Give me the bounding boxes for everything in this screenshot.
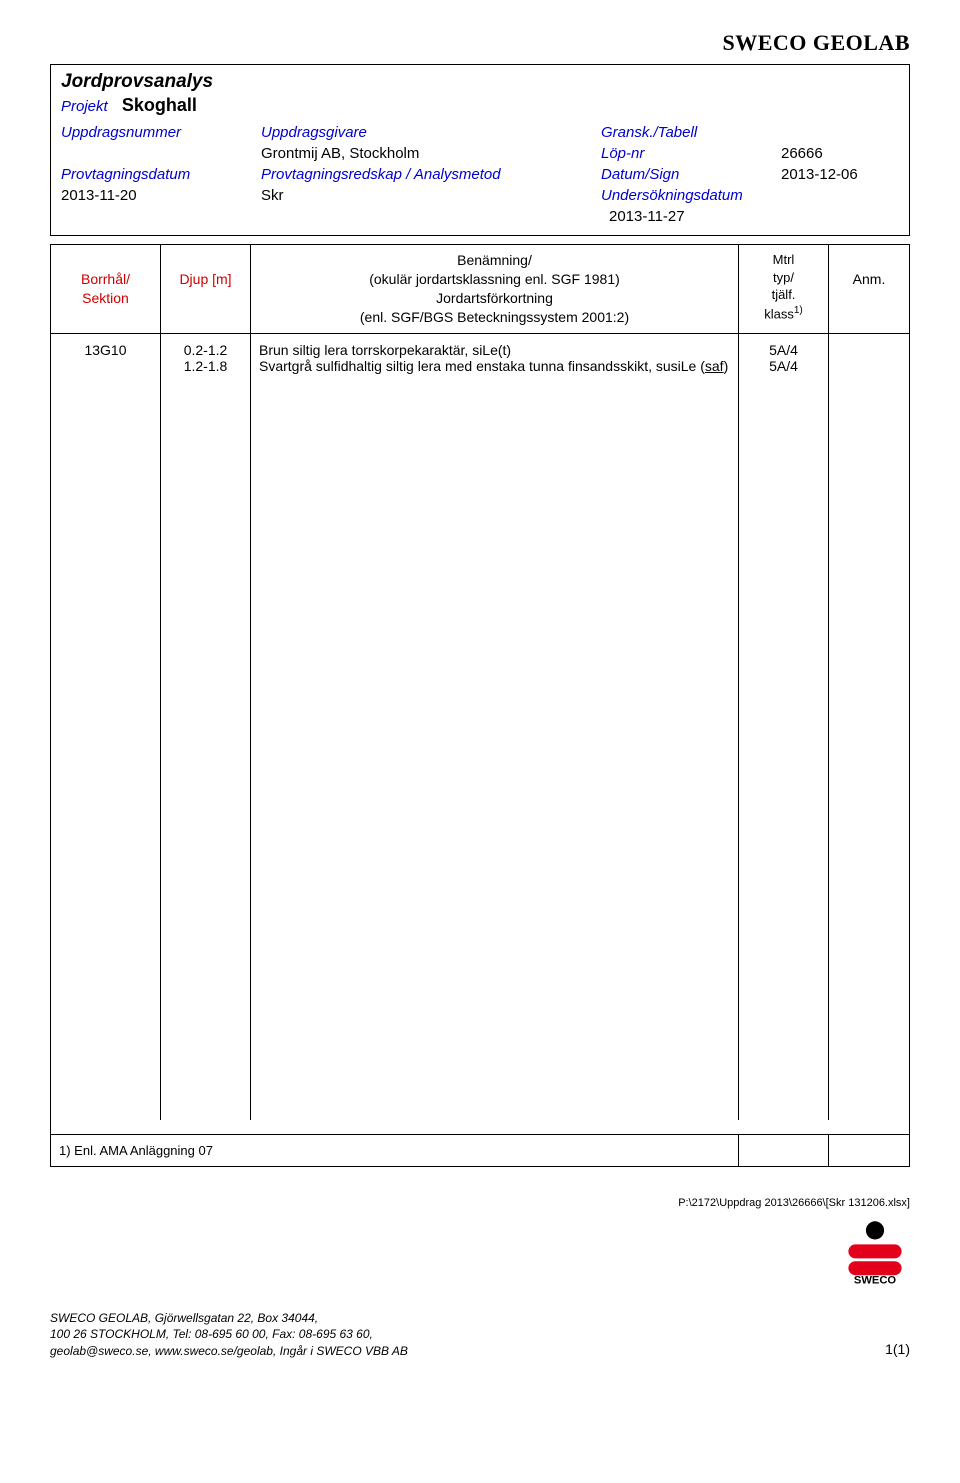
mtrl-1: 5A/4: [769, 342, 798, 358]
table-body: 13G10 0.2-1.2 1.2-1.8 Brun siltig lera t…: [51, 334, 909, 1134]
mtrl-2: 5A/4: [769, 358, 798, 374]
col-djup: Djup [m]: [161, 245, 251, 333]
col-mtrl-l4: klass: [764, 306, 794, 321]
col-benamning: Benämning/ (okulär jordartsklassning enl…: [251, 245, 739, 333]
desc-2b: ): [724, 358, 729, 374]
col-mtrl-l1: Mtrl: [773, 252, 795, 267]
provtagningsredskap-label: Provtagningsredskap / Analysmetod: [261, 166, 601, 183]
footer-line3: geolab@sweco.se, www.sweco.se/geolab, In…: [50, 1343, 408, 1360]
cell-benamning: Brun siltig lera torrskorpekaraktär, siL…: [251, 334, 739, 380]
provtagningsdatum-value: 2013-11-20: [61, 187, 261, 204]
desc-1: Brun siltig lera torrskorpekaraktär, siL…: [259, 342, 511, 358]
undersokningsdatum-label: Undersökningsdatum: [601, 187, 781, 204]
project-line: Projekt Skoghall: [61, 95, 899, 116]
cell-mtrl: 5A/4 5A/4: [739, 334, 829, 380]
desc-2u: saf: [705, 358, 724, 374]
depth-1: 0.2-1.2: [184, 342, 228, 358]
table-row: 13G10 0.2-1.2 1.2-1.8 Brun siltig lera t…: [51, 334, 909, 380]
project-value: Skoghall: [122, 95, 197, 115]
col-mtrl: Mtrl typ/ tjälf. klass1): [739, 245, 829, 333]
col-mtrl-sup: 1): [794, 305, 803, 316]
col-anm-text: Anm.: [853, 271, 886, 287]
cell-anm: [829, 334, 909, 380]
col-mtrl-l3: tjälf.: [772, 287, 796, 302]
footer-address: SWECO GEOLAB, Gjörwellsgatan 22, Box 340…: [50, 1310, 408, 1360]
project-label: Projekt: [61, 98, 108, 115]
datum-sign-value: 2013-12-06: [781, 166, 881, 183]
file-path: P:\2172\Uppdrag 2013\26666\[Skr 131206.x…: [50, 1197, 910, 1209]
page: SWECO GEOLAB Jordprovsanalys Projekt Sko…: [0, 0, 960, 1483]
lopnr-value: 26666: [781, 145, 881, 162]
brand-header: SWECO GEOLAB: [50, 30, 910, 56]
footer-line2: 100 26 STOCKHOLM, Tel: 08-695 60 00, Fax…: [50, 1326, 408, 1343]
analysmetod-value: Skr: [261, 187, 601, 204]
col-borrhal-text: Borrhål/ Sektion: [81, 271, 130, 306]
document-title: Jordprovsanalys: [61, 71, 899, 93]
footer-line1: SWECO GEOLAB, Gjörwellsgatan 22, Box 340…: [50, 1310, 408, 1327]
uppdragsnummer-label: Uppdragsnummer: [61, 124, 261, 141]
meta-grid: Uppdragsnummer Uppdragsgivare Gransk./Ta…: [61, 124, 899, 225]
col-mtrl-l2: typ/: [773, 270, 794, 285]
provtagningsdatum-label: Provtagningsdatum: [61, 166, 261, 183]
undersokningsdatum-value: 2013-11-27: [601, 208, 781, 225]
table-header-row: Borrhål/ Sektion Djup [m] Benämning/ (ok…: [51, 244, 909, 334]
page-footer: SWECO GEOLAB, Gjörwellsgatan 22, Box 340…: [50, 1310, 910, 1360]
page-number: 1(1): [840, 1340, 910, 1360]
col-anm: Anm.: [829, 245, 909, 333]
svg-text:SWECO: SWECO: [854, 1274, 897, 1284]
table-footer-row: 1) Enl. AMA Anläggning 07: [51, 1134, 909, 1166]
cell-borrhal: 13G10: [51, 334, 161, 380]
table-row-spacer: [51, 380, 909, 1120]
depth-2: 1.2-1.8: [184, 358, 228, 374]
lopnr-label: Löp-nr: [601, 145, 781, 162]
data-table: Borrhål/ Sektion Djup [m] Benämning/ (ok…: [50, 244, 910, 1167]
desc-2a: Svartgrå sulfidhaltig siltig lera med en…: [259, 358, 705, 374]
footnote-cell: 1) Enl. AMA Anläggning 07: [51, 1135, 739, 1166]
col-borrhal: Borrhål/ Sektion: [51, 245, 161, 333]
col-djup-text: Djup [m]: [179, 271, 231, 287]
uppdragsgivare-label: Uppdragsgivare: [261, 124, 601, 141]
uppdragsgivare-value: Grontmij AB, Stockholm: [261, 145, 601, 162]
cell-djup: 0.2-1.2 1.2-1.8: [161, 334, 251, 380]
gransk-tabell-label: Gransk./Tabell: [601, 124, 781, 141]
datum-sign-label: Datum/Sign: [601, 166, 781, 183]
header-box: Jordprovsanalys Projekt Skoghall Uppdrag…: [50, 64, 910, 236]
sweco-logo-icon: SWECO: [840, 1215, 910, 1285]
